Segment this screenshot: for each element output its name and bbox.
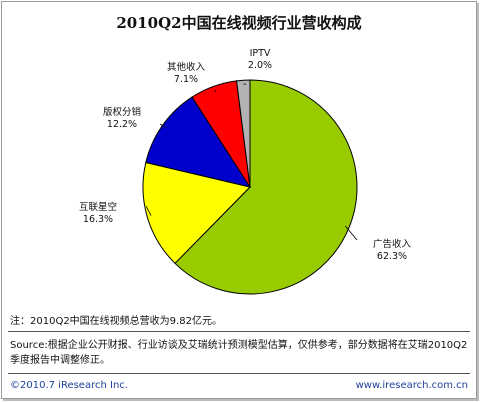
source-text: Source:根据企业公开财报、行业访谈及艾瑞统计预测模型估算，仅供参考，部分数… [10, 340, 468, 366]
slice-label: 互联星空 [79, 201, 117, 213]
divider-top [8, 331, 470, 332]
slice-value-label: 7.1% [174, 74, 198, 85]
leader-line [345, 225, 358, 241]
website-link[interactable]: www.iresearch.com.cn [355, 380, 468, 391]
slice-label: IPTV [250, 48, 271, 59]
chart-title: 2010Q2中国在线视频行业营收构成 [116, 14, 362, 32]
slice-value-label: 16.3% [83, 214, 113, 225]
total-revenue-note: 注：2010Q2中国在线视频总营收为9.82亿元。 [10, 316, 222, 327]
pie-slice [174, 79, 358, 295]
leader-line [214, 89, 217, 93]
slice-label: 版权分销 [103, 106, 142, 118]
leader-line [145, 205, 152, 216]
copyright-text: ©2010.7 iResearch Inc. [10, 380, 128, 391]
divider-bottom [8, 373, 470, 374]
leader-line [159, 123, 167, 128]
slice-value-label: 12.2% [107, 119, 137, 130]
pie-slice [142, 161, 251, 265]
slice-value-label: 2.0% [248, 60, 272, 71]
pie-slice [236, 79, 251, 188]
slice-label: 其他收入 [167, 61, 206, 73]
slice-label: 广告收入 [373, 238, 412, 250]
slice-value-label: 62.3% [377, 251, 407, 262]
